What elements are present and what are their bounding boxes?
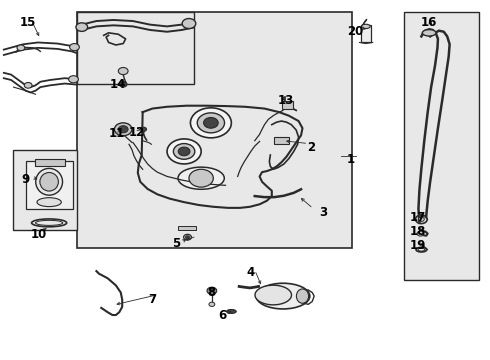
Text: 14: 14 <box>110 78 126 91</box>
Text: 9: 9 <box>21 173 29 186</box>
Text: 6: 6 <box>218 309 226 321</box>
Bar <box>178 226 196 230</box>
Ellipse shape <box>40 172 58 191</box>
Circle shape <box>69 76 78 83</box>
Text: 19: 19 <box>410 239 426 252</box>
Circle shape <box>186 236 190 239</box>
Text: 8: 8 <box>207 286 215 299</box>
Ellipse shape <box>36 168 63 195</box>
Text: 12: 12 <box>129 126 146 139</box>
Circle shape <box>17 45 25 51</box>
Text: 3: 3 <box>319 206 327 219</box>
Circle shape <box>118 126 128 133</box>
Text: 1: 1 <box>346 153 354 166</box>
Circle shape <box>178 147 190 156</box>
Ellipse shape <box>422 30 436 36</box>
Text: 11: 11 <box>109 127 125 140</box>
Text: 20: 20 <box>347 24 364 37</box>
Circle shape <box>141 127 147 131</box>
Circle shape <box>118 67 128 75</box>
Text: 18: 18 <box>410 225 426 238</box>
Ellipse shape <box>226 310 236 314</box>
Bar <box>77 12 194 84</box>
Circle shape <box>182 18 196 28</box>
Bar <box>34 158 65 166</box>
Bar <box>404 12 479 280</box>
Circle shape <box>191 108 231 138</box>
Circle shape <box>70 44 79 51</box>
Circle shape <box>209 302 215 306</box>
Ellipse shape <box>296 289 309 303</box>
Circle shape <box>197 113 224 133</box>
Text: 16: 16 <box>420 17 437 30</box>
Ellipse shape <box>255 285 292 305</box>
Ellipse shape <box>256 283 310 309</box>
Circle shape <box>207 287 217 294</box>
Bar <box>13 150 77 230</box>
Circle shape <box>189 169 213 187</box>
Text: 10: 10 <box>30 228 47 241</box>
Text: 4: 4 <box>246 266 254 279</box>
Text: 2: 2 <box>307 141 316 154</box>
Text: 5: 5 <box>172 237 180 250</box>
Circle shape <box>417 231 424 236</box>
Bar <box>274 137 289 144</box>
Text: 7: 7 <box>148 293 157 306</box>
Ellipse shape <box>178 167 224 189</box>
Text: 13: 13 <box>278 94 294 107</box>
Circle shape <box>24 82 32 88</box>
Ellipse shape <box>37 198 61 207</box>
Bar <box>26 161 74 208</box>
Circle shape <box>173 144 195 159</box>
Bar <box>282 102 293 109</box>
Text: 15: 15 <box>20 17 36 30</box>
Circle shape <box>115 123 132 136</box>
Circle shape <box>203 117 218 128</box>
Bar <box>77 12 352 248</box>
Ellipse shape <box>362 24 370 28</box>
Circle shape <box>119 81 127 87</box>
Bar <box>361 24 371 42</box>
Text: 17: 17 <box>410 211 426 224</box>
Circle shape <box>76 23 88 31</box>
Circle shape <box>184 234 192 240</box>
Circle shape <box>418 217 424 221</box>
Circle shape <box>167 139 201 164</box>
